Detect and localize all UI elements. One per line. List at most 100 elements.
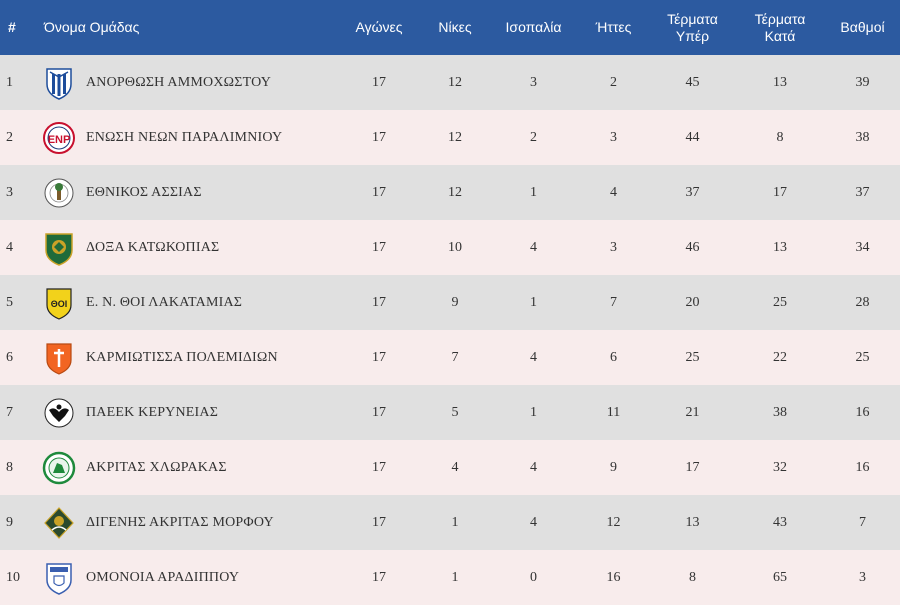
cell-played: 17: [372, 239, 386, 255]
table-header-row: # Όνομα Ομάδας Αγώνες Νίκες Ισοπαλία Ήττ…: [0, 0, 900, 55]
cell-goals-for: 37: [685, 184, 700, 200]
cell-rank: 7: [6, 404, 13, 420]
cell-losses: 16: [606, 569, 621, 585]
cell-goals-against: 8: [776, 129, 784, 145]
team-name[interactable]: ΔΟΞΑ ΚΑΤΩΚΟΠΙΑΣ: [86, 239, 220, 255]
cell-rank: 1: [6, 74, 13, 90]
cell-rank: 2: [6, 129, 13, 145]
table-row: 5 ΘΟΙ Ε. Ν. ΘΟΙ ΛΑΚΑΤΑΜΙΑΣ 17 9 1 7 20 25 28: [0, 275, 900, 330]
cell-draws: 3: [530, 74, 537, 90]
team-name[interactable]: ΕΘΝΙΚΟΣ ΑΣΣΙΑΣ: [86, 184, 202, 200]
team-name[interactable]: ΕΝΩΣΗ ΝΕΩΝ ΠΑΡΑΛΙΜΝΙΟΥ: [86, 129, 283, 145]
karmiotissa-crest-icon: [42, 340, 76, 376]
cell-rank: 8: [6, 459, 13, 475]
cell-team[interactable]: ENP ΕΝΩΣΗ ΝΕΩΝ ΠΑΡΑΛΙΜΝΙΟΥ: [38, 110, 338, 165]
team-name[interactable]: ΑΝΟΡΘΩΣΗ ΑΜΜΟΧΩΣΤΟΥ: [86, 74, 272, 90]
cell-goals-against: 17: [773, 184, 787, 200]
table-row: 2 ENP ΕΝΩΣΗ ΝΕΩΝ ΠΑΡΑΛΙΜΝΙΟΥ 17 12 2 3 44 8 38: [0, 110, 900, 165]
header-goals-against-line1: Τέρματα: [754, 10, 806, 27]
digenis-crest-icon: [42, 505, 76, 541]
cell-played: 17: [372, 129, 386, 145]
table-row: 8 ΑΚΡΙΤΑΣ ΧΛΩΡΑΚΑΣ 17 4 4 9 17 32 16: [0, 440, 900, 495]
cell-played: 17: [372, 404, 386, 420]
cell-team[interactable]: ΟΜΟΝΟΙΑ ΑΡΑΔΙΠΠΟΥ: [38, 550, 338, 605]
team-name[interactable]: ΑΚΡΙΤΑΣ ΧΛΩΡΑΚΑΣ: [86, 459, 227, 475]
cell-wins: 9: [451, 294, 459, 310]
anorthosi-crest-icon: [42, 65, 76, 101]
cell-played: 17: [372, 74, 386, 90]
cell-goals-against: 65: [773, 569, 787, 585]
cell-points: 25: [855, 349, 870, 365]
doxa-crest-icon: [42, 230, 76, 266]
cell-draws: 0: [530, 569, 537, 585]
team-name[interactable]: Ε. Ν. ΘΟΙ ΛΑΚΑΤΑΜΙΑΣ: [86, 294, 243, 310]
header-goals-for: Τέρματα Υπέρ: [650, 0, 735, 55]
cell-team[interactable]: ΘΟΙ Ε. Ν. ΘΟΙ ΛΑΚΑΤΑΜΙΑΣ: [38, 275, 338, 330]
cell-team[interactable]: ΑΚΡΙΤΑΣ ΧΛΩΡΑΚΑΣ: [38, 440, 338, 495]
cell-goals-for: 21: [685, 404, 700, 420]
header-wins: Νίκες: [438, 19, 472, 35]
cell-goals-against: 13: [773, 74, 787, 90]
cell-losses: 3: [610, 129, 617, 145]
cell-draws: 4: [530, 459, 537, 475]
cell-wins: 12: [448, 129, 462, 145]
cell-team[interactable]: ΔΙΓΕΝΗΣ ΑΚΡΙΤΑΣ ΜΟΡΦΟΥ: [38, 495, 338, 550]
cell-points: 37: [855, 184, 870, 200]
cell-draws: 2: [530, 129, 537, 145]
cell-losses: 9: [610, 459, 617, 475]
cell-wins: 12: [448, 74, 462, 90]
cell-played: 17: [372, 294, 386, 310]
cell-rank: 3: [6, 184, 13, 200]
table-row: 9 ΔΙΓΕΝΗΣ ΑΚΡΙΤΑΣ ΜΟΡΦΟΥ 17 1 4 12 13 43 7: [0, 495, 900, 550]
cell-team[interactable]: ΠΑΕΕΚ ΚΕΡΥΝΕΙΑΣ: [38, 385, 338, 440]
header-goals-for-line2: Υπέρ: [675, 27, 710, 44]
cell-points: 34: [855, 239, 870, 255]
cell-draws: 4: [530, 514, 537, 530]
cell-rank: 10: [6, 569, 20, 585]
cell-losses: 6: [610, 349, 617, 365]
cell-points: 7: [859, 514, 866, 530]
team-name[interactable]: ΠΑΕΕΚ ΚΕΡΥΝΕΙΑΣ: [86, 404, 219, 420]
header-goals-for-line1: Τέρματα: [667, 10, 718, 27]
cell-goals-against: 38: [773, 404, 787, 420]
cell-wins: 5: [451, 404, 459, 420]
table-row: 10 ΟΜΟΝΟΙΑ ΑΡΑΔΙΠΠΟΥ 17 1 0 16 8 65 3: [0, 550, 900, 605]
cell-goals-against: 43: [773, 514, 787, 530]
cell-wins: 1: [451, 569, 459, 585]
cell-draws: 4: [530, 239, 537, 255]
cell-team[interactable]: ΚΑΡΜΙΩΤΙΣΣΑ ΠΟΛΕΜΙΔΙΩΝ: [38, 330, 338, 385]
cell-goals-against: 13: [773, 239, 787, 255]
cell-team[interactable]: ΔΟΞΑ ΚΑΤΩΚΟΠΙΑΣ: [38, 220, 338, 275]
header-losses: Ήττες: [595, 19, 632, 35]
header-goals-against: Τέρματα Κατά: [735, 0, 825, 55]
cell-losses: 11: [606, 404, 621, 420]
cell-goals-for: 45: [685, 74, 700, 90]
cell-goals-for: 8: [689, 569, 696, 585]
cell-team[interactable]: ΑΝΟΡΘΩΣΗ ΑΜΜΟΧΩΣΤΟΥ: [38, 55, 338, 110]
paeek-crest-icon: [42, 395, 76, 431]
cell-draws: 1: [530, 184, 537, 200]
cell-rank: 6: [6, 349, 13, 365]
cell-team[interactable]: ΕΘΝΙΚΟΣ ΑΣΣΙΑΣ: [38, 165, 338, 220]
cell-rank: 5: [6, 294, 13, 310]
cell-losses: 4: [610, 184, 617, 200]
cell-goals-for: 25: [685, 349, 700, 365]
cell-points: 16: [855, 459, 870, 475]
cell-goals-for: 13: [685, 514, 700, 530]
svg-text:ENP: ENP: [48, 134, 71, 146]
svg-text:ΘΟΙ: ΘΟΙ: [51, 299, 68, 309]
cell-goals-against: 32: [773, 459, 787, 475]
team-name[interactable]: ΔΙΓΕΝΗΣ ΑΚΡΙΤΑΣ ΜΟΡΦΟΥ: [86, 514, 274, 530]
cell-wins: 10: [448, 239, 462, 255]
cell-goals-against: 22: [773, 349, 787, 365]
header-rank: #: [8, 19, 16, 35]
cell-wins: 4: [451, 459, 459, 475]
header-team: Όνομα Ομάδας: [44, 19, 140, 35]
team-name[interactable]: ΚΑΡΜΙΩΤΙΣΣΑ ΠΟΛΕΜΙΔΙΩΝ: [86, 349, 278, 365]
enp-crest-icon: ENP: [42, 120, 76, 156]
table-row: 4 ΔΟΞΑ ΚΑΤΩΚΟΠΙΑΣ 17 10 4 3 46 13 34: [0, 220, 900, 275]
team-name[interactable]: ΟΜΟΝΟΙΑ ΑΡΑΔΙΠΠΟΥ: [86, 569, 240, 585]
header-draws: Ισοπαλία: [505, 19, 562, 35]
cell-draws: 4: [530, 349, 537, 365]
